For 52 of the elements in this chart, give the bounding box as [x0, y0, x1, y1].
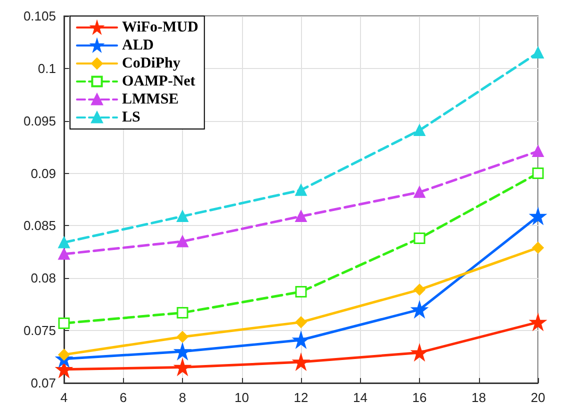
point: [414, 284, 426, 296]
x-tick-label: 16: [412, 390, 427, 405]
point: [176, 236, 188, 248]
point: [412, 344, 428, 360]
y-tick-label: 0.08: [30, 270, 56, 286]
point: [174, 360, 190, 376]
point: [532, 242, 544, 254]
point: [295, 210, 307, 222]
point: [56, 362, 72, 378]
point: [58, 348, 70, 360]
x-tick-label: 20: [530, 390, 546, 405]
point: [293, 332, 309, 348]
point: [530, 208, 546, 224]
y-tick-label: 0.085: [23, 218, 56, 234]
point: [174, 344, 190, 360]
y-tick-label: 0.095: [23, 113, 56, 128]
point: [414, 186, 426, 198]
legend-label: LMMSE: [122, 92, 179, 108]
point: [58, 236, 70, 248]
y-tick-label: 0.09: [30, 166, 56, 181]
x-tick-label: 10: [234, 390, 249, 405]
legend-label: OAMP-Net: [122, 74, 196, 90]
point: [293, 354, 309, 370]
x-tick-label: 6: [120, 390, 127, 405]
point: [58, 317, 70, 329]
point: [532, 146, 544, 158]
point: [414, 124, 426, 136]
point: [532, 46, 544, 58]
point: [295, 286, 307, 298]
point: [295, 184, 307, 196]
y-tick-label: 0.105: [23, 8, 56, 24]
point: [530, 314, 546, 330]
point: [532, 168, 544, 180]
x-tick-label: 14: [353, 390, 368, 405]
point: [414, 232, 426, 244]
legend-label: CoDiPhy: [122, 56, 181, 72]
x-tick-label: 18: [472, 390, 486, 405]
point: [58, 248, 70, 260]
point: [176, 306, 188, 318]
y-tick-label: 0.07: [30, 376, 56, 390]
x-tick-label: 8: [178, 390, 186, 405]
point: [176, 331, 188, 343]
y-tick-label: 0.1: [38, 60, 56, 76]
x-tick-label: 12: [294, 390, 308, 405]
point: [176, 210, 188, 222]
legend-label: LS: [122, 110, 140, 126]
x-tick-label: 4: [60, 390, 68, 405]
point: [295, 316, 307, 328]
point: [412, 302, 428, 318]
y-tick-label: 0.075: [23, 323, 56, 338]
legend-label: ALD: [122, 38, 154, 54]
legend-label: WiFo-MUD: [122, 20, 199, 36]
